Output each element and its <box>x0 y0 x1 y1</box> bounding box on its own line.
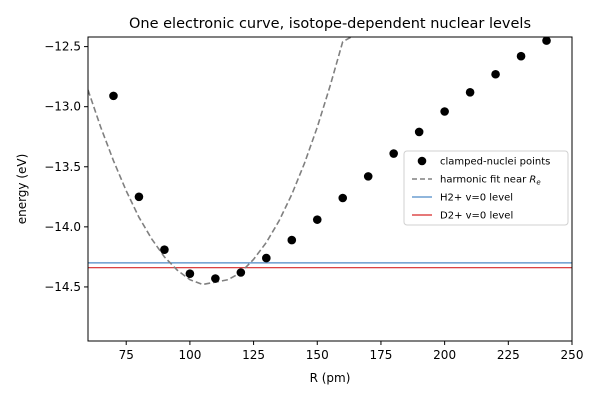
plot-frame <box>87 36 573 342</box>
data-point <box>440 107 449 116</box>
data-point <box>185 269 195 279</box>
legend: clamped-nuclei points harmonic fit near R… <box>403 150 569 226</box>
data-point <box>465 87 475 97</box>
y-axis-label: energy (eV) <box>15 154 29 225</box>
data-point <box>389 149 398 158</box>
data-point <box>491 69 500 79</box>
data-point <box>312 215 322 224</box>
x-tick-label: 150 <box>306 348 329 362</box>
legend-label: clamped-nuclei points <box>440 157 550 168</box>
legend-box <box>403 150 569 226</box>
data-point <box>516 51 526 61</box>
data-point <box>414 127 424 137</box>
data-point <box>109 91 118 101</box>
y-axis: −12.5 −13.0 −13.5 −14.0 −14.5 <box>44 40 88 294</box>
legend-label: D2+ v=0 level <box>440 211 513 222</box>
y-tick-label: −13.5 <box>44 160 81 174</box>
legend-label: harmonic fit near Re <box>440 175 541 187</box>
data-point <box>236 268 246 277</box>
data-point <box>134 192 144 202</box>
data-point <box>211 274 220 283</box>
data-point <box>262 253 271 263</box>
x-tick-label: 225 <box>497 348 520 362</box>
y-tick-label: −14.5 <box>44 280 81 294</box>
x-axis: 75 100 125 150 175 200 225 250 <box>119 341 584 362</box>
x-axis-label: R (pm) <box>310 371 351 385</box>
harmonic-fit-curve <box>88 37 353 286</box>
x-tick-label: 100 <box>178 348 201 362</box>
legend-marker <box>417 156 427 166</box>
data-point <box>338 193 348 203</box>
data-point <box>160 245 169 254</box>
x-tick-label: 250 <box>561 348 584 362</box>
data-point <box>363 172 373 181</box>
y-tick-label: −14.0 <box>44 220 81 234</box>
data-point <box>542 37 551 45</box>
y-tick-label: −12.5 <box>44 40 81 54</box>
chart-title: One electronic curve, isotope-dependent … <box>129 16 531 32</box>
legend-label: H2+ v=0 level <box>440 193 513 204</box>
x-tick-label: 175 <box>369 348 392 362</box>
plot-area <box>88 37 572 286</box>
x-tick-label: 200 <box>433 348 456 362</box>
y-tick-label: −13.0 <box>44 100 81 114</box>
data-point <box>287 235 297 245</box>
x-tick-label: 125 <box>242 348 265 362</box>
x-tick-label: 75 <box>119 348 134 362</box>
